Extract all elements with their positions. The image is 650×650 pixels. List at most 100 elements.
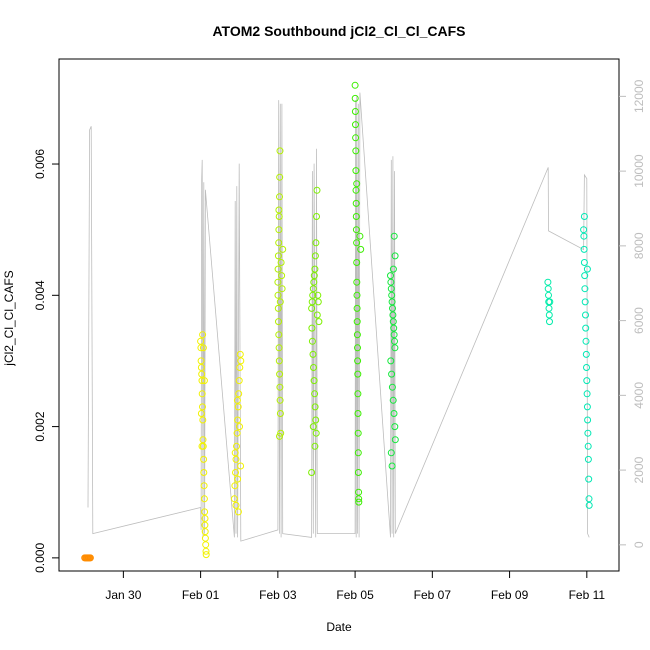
data-point [308, 324, 316, 332]
data-point [201, 521, 209, 529]
data-point [354, 410, 362, 417]
data-point [232, 469, 239, 476]
y2-tick-label: 8000 [632, 232, 646, 259]
data-point [311, 252, 319, 260]
data-point [387, 285, 395, 293]
y2-tick-label: 12000 [632, 79, 646, 113]
data-point [583, 364, 590, 371]
data-point [236, 364, 244, 371]
data-point [585, 501, 593, 509]
data-point [235, 377, 243, 385]
data-point [582, 324, 590, 332]
data-point [276, 193, 283, 201]
data-point [86, 554, 94, 562]
data-point [275, 239, 283, 247]
data-point [580, 245, 588, 253]
data-point [390, 410, 398, 417]
data-point [276, 396, 284, 404]
data-point [201, 534, 209, 542]
data-point [388, 291, 396, 299]
data-point [308, 304, 316, 312]
data-point [199, 403, 206, 411]
y-axis: 0.000 0.002 0.004 0.006 [33, 149, 59, 573]
data-point [274, 252, 282, 260]
data-point [309, 285, 317, 293]
data-point [197, 344, 205, 352]
data-point [352, 167, 360, 175]
data-point [275, 344, 283, 352]
data-point [584, 416, 592, 424]
data-point [389, 265, 397, 273]
y-tick-label: 0.006 [33, 149, 47, 179]
data-point [198, 390, 206, 398]
data-point [201, 528, 209, 536]
altitude-layer [87, 92, 590, 542]
chart-title: ATOM2 Southbound jCl2_Cl_Cl_CAFS [212, 23, 465, 39]
data-point [388, 370, 396, 378]
data-point [201, 508, 209, 516]
data-point [279, 245, 287, 253]
data-point [276, 147, 284, 155]
x-tick-label: Feb 09 [491, 588, 529, 602]
data-point [546, 318, 553, 326]
data-point [312, 429, 320, 437]
data-point [352, 134, 360, 142]
data-point [199, 436, 207, 444]
data-point [278, 272, 286, 280]
data-point [353, 259, 361, 266]
data-point [582, 311, 589, 319]
data-point [390, 324, 398, 332]
data-point [352, 121, 359, 129]
data-point [199, 344, 207, 352]
data-point [353, 180, 361, 188]
data-point [387, 449, 395, 457]
data-point [311, 265, 319, 273]
data-point [310, 377, 318, 385]
data-point [202, 547, 210, 555]
data-point [388, 383, 396, 391]
data-point [388, 462, 396, 470]
x-tick-label: Feb 01 [182, 588, 220, 602]
data-point [354, 370, 362, 378]
data-point [277, 259, 285, 266]
x-tick-label: Feb 05 [336, 588, 374, 602]
data-point [581, 272, 589, 280]
data-point [352, 199, 360, 207]
data-point [199, 331, 207, 339]
data-point [391, 252, 399, 260]
data-point [353, 278, 361, 286]
data-point [310, 272, 318, 280]
data-point [354, 344, 361, 352]
data-point [274, 304, 282, 312]
y2-tick-label: 10000 [632, 154, 646, 188]
altitude-line [87, 92, 590, 542]
data-point [276, 298, 284, 306]
data-point [197, 337, 205, 345]
data-point [275, 318, 282, 326]
data-point [237, 357, 245, 365]
data-point [309, 423, 317, 431]
data-point [546, 298, 554, 306]
data-point [354, 357, 362, 365]
y-axis-label: jCl2_Cl_Cl_CAFS [2, 270, 16, 366]
data-point [580, 232, 588, 240]
data-point [198, 442, 206, 450]
data-point [315, 318, 323, 326]
data-point [200, 482, 208, 490]
data-point [580, 259, 588, 266]
data-point [353, 318, 361, 326]
y2-tick-label: 0 [632, 541, 646, 548]
data-point [352, 186, 360, 194]
y2-tick-label: 4000 [632, 382, 646, 409]
data-point [351, 108, 359, 115]
data-point [312, 416, 320, 424]
data-point [544, 278, 552, 286]
data-point [314, 291, 322, 299]
data-point [274, 278, 282, 286]
data-point [275, 226, 283, 234]
data-point [313, 213, 320, 220]
data-point [234, 416, 242, 424]
data-point [545, 304, 553, 312]
data-point [277, 429, 285, 437]
data-point [387, 272, 394, 280]
